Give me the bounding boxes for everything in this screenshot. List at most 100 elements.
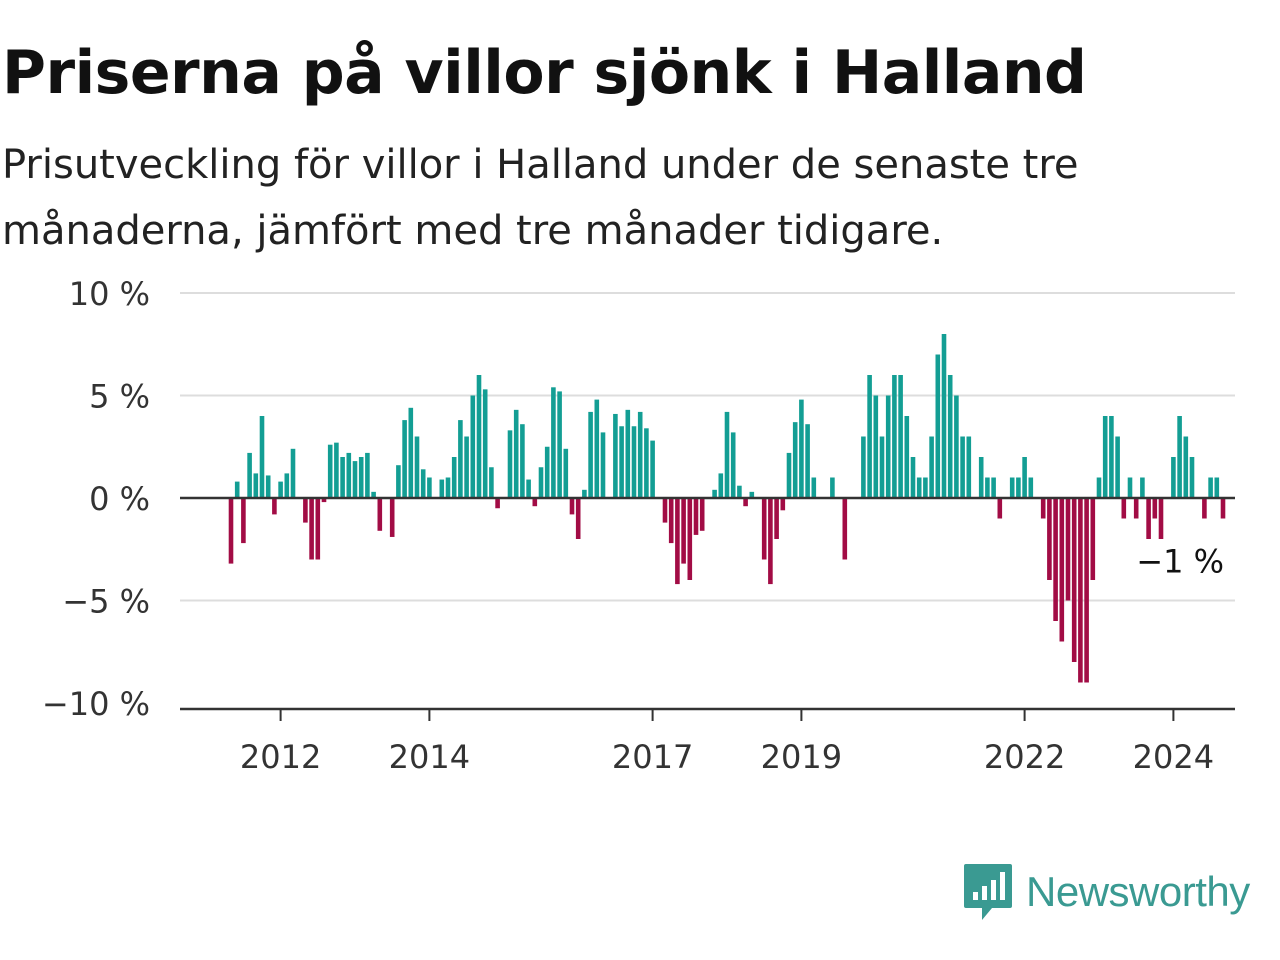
- bar: [960, 436, 965, 498]
- page-subtitle: Prisutveckling för villor i Halland unde…: [2, 142, 1079, 254]
- bar: [1140, 477, 1145, 498]
- bar: [1109, 416, 1114, 498]
- bar: [718, 473, 724, 498]
- bar: [451, 457, 457, 498]
- bar: [1152, 498, 1158, 519]
- bar: [699, 498, 705, 531]
- bar: [650, 440, 655, 498]
- bar: [1183, 436, 1189, 498]
- bar: [551, 387, 556, 498]
- bar: [730, 432, 736, 498]
- bar: [1133, 498, 1139, 519]
- bar: [929, 436, 934, 498]
- y-tick-label: −5 %: [62, 583, 150, 621]
- bar: [544, 446, 550, 498]
- bar: [315, 498, 321, 560]
- bar: [761, 498, 767, 560]
- bar: [340, 457, 345, 498]
- bar: [303, 498, 308, 523]
- newsworthy-logo-icon: [964, 864, 1012, 920]
- bar: [575, 498, 581, 539]
- bar: [879, 436, 885, 498]
- bar: [234, 481, 240, 498]
- bar: [1047, 498, 1052, 580]
- tick-labels: 10 % 5 % 0 % −5 % −10 % 2012 2014 2017 2019 2022 2…: [42, 275, 1224, 776]
- bar: [873, 395, 879, 498]
- bar: [1096, 477, 1102, 498]
- bar: [978, 457, 984, 498]
- x-tick-label: 2012: [240, 738, 321, 776]
- bar: [867, 375, 872, 498]
- bar: [582, 489, 587, 498]
- bar: [910, 457, 916, 498]
- bar: [538, 467, 544, 498]
- bar: [712, 489, 717, 498]
- y-tick-label: 10 %: [69, 275, 150, 313]
- bar: [507, 430, 513, 498]
- bar: [309, 498, 314, 560]
- bar: [346, 452, 352, 498]
- bar: [619, 426, 624, 498]
- x-tick-label: 2024: [1133, 738, 1214, 776]
- x-tick-label: 2019: [761, 738, 842, 776]
- x-tick-label: 2014: [389, 738, 470, 776]
- bar: [495, 498, 500, 509]
- bar: [792, 422, 798, 498]
- bar: [489, 467, 494, 498]
- bar: [892, 375, 897, 498]
- bar: [1208, 477, 1213, 498]
- bar: [247, 452, 252, 498]
- bar: [389, 498, 395, 537]
- bar: [321, 498, 327, 503]
- bar: [1220, 498, 1226, 519]
- y-tick-label: 0 %: [89, 480, 150, 518]
- bar: [780, 498, 786, 511]
- bar: [1028, 477, 1034, 498]
- bars: [228, 334, 1226, 683]
- newsworthy-logo: Newsworthy: [962, 862, 1250, 922]
- bar: [613, 413, 618, 498]
- bar: [1040, 498, 1046, 519]
- bar: [786, 452, 792, 498]
- bar: [513, 409, 519, 498]
- page-title: Priserna på villor sjönk i Halland: [2, 38, 1087, 108]
- bar: [352, 461, 358, 498]
- bar: [1202, 498, 1207, 519]
- bar: [631, 426, 637, 498]
- bar: [532, 498, 538, 507]
- bar: [458, 420, 463, 498]
- bar: [265, 475, 271, 498]
- bar: [470, 395, 476, 498]
- bar: [935, 354, 941, 498]
- axes: [180, 496, 1235, 721]
- bar: [743, 498, 748, 507]
- bar: [644, 428, 649, 498]
- bar: [1127, 477, 1133, 498]
- bar: [625, 409, 631, 498]
- bar: [414, 436, 420, 498]
- bar: [228, 498, 234, 564]
- bar: [662, 498, 668, 523]
- bar: [916, 477, 922, 498]
- bar: [241, 498, 246, 544]
- bar: [334, 442, 339, 498]
- bar: [290, 448, 296, 498]
- bar: [799, 399, 804, 498]
- bar: [693, 498, 699, 535]
- bar: [991, 477, 996, 498]
- bar: [830, 477, 835, 498]
- bar: [1078, 498, 1083, 683]
- bar: [1121, 498, 1127, 519]
- bar: [1059, 498, 1065, 642]
- bar: [563, 448, 569, 498]
- bar: [941, 334, 947, 498]
- bar: [476, 375, 482, 498]
- bar: [272, 498, 277, 515]
- y-tick-label: 5 %: [89, 378, 150, 416]
- bar: [526, 479, 531, 498]
- y-tick-label: −10 %: [42, 685, 150, 723]
- bar: [1090, 498, 1096, 580]
- bar: [842, 498, 848, 560]
- bar: [1189, 457, 1195, 498]
- bar: [668, 498, 674, 544]
